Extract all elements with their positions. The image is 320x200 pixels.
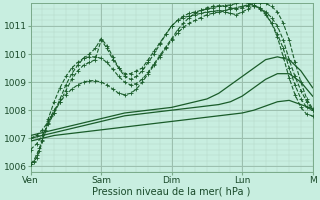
X-axis label: Pression niveau de la mer( hPa ): Pression niveau de la mer( hPa ) (92, 187, 251, 197)
